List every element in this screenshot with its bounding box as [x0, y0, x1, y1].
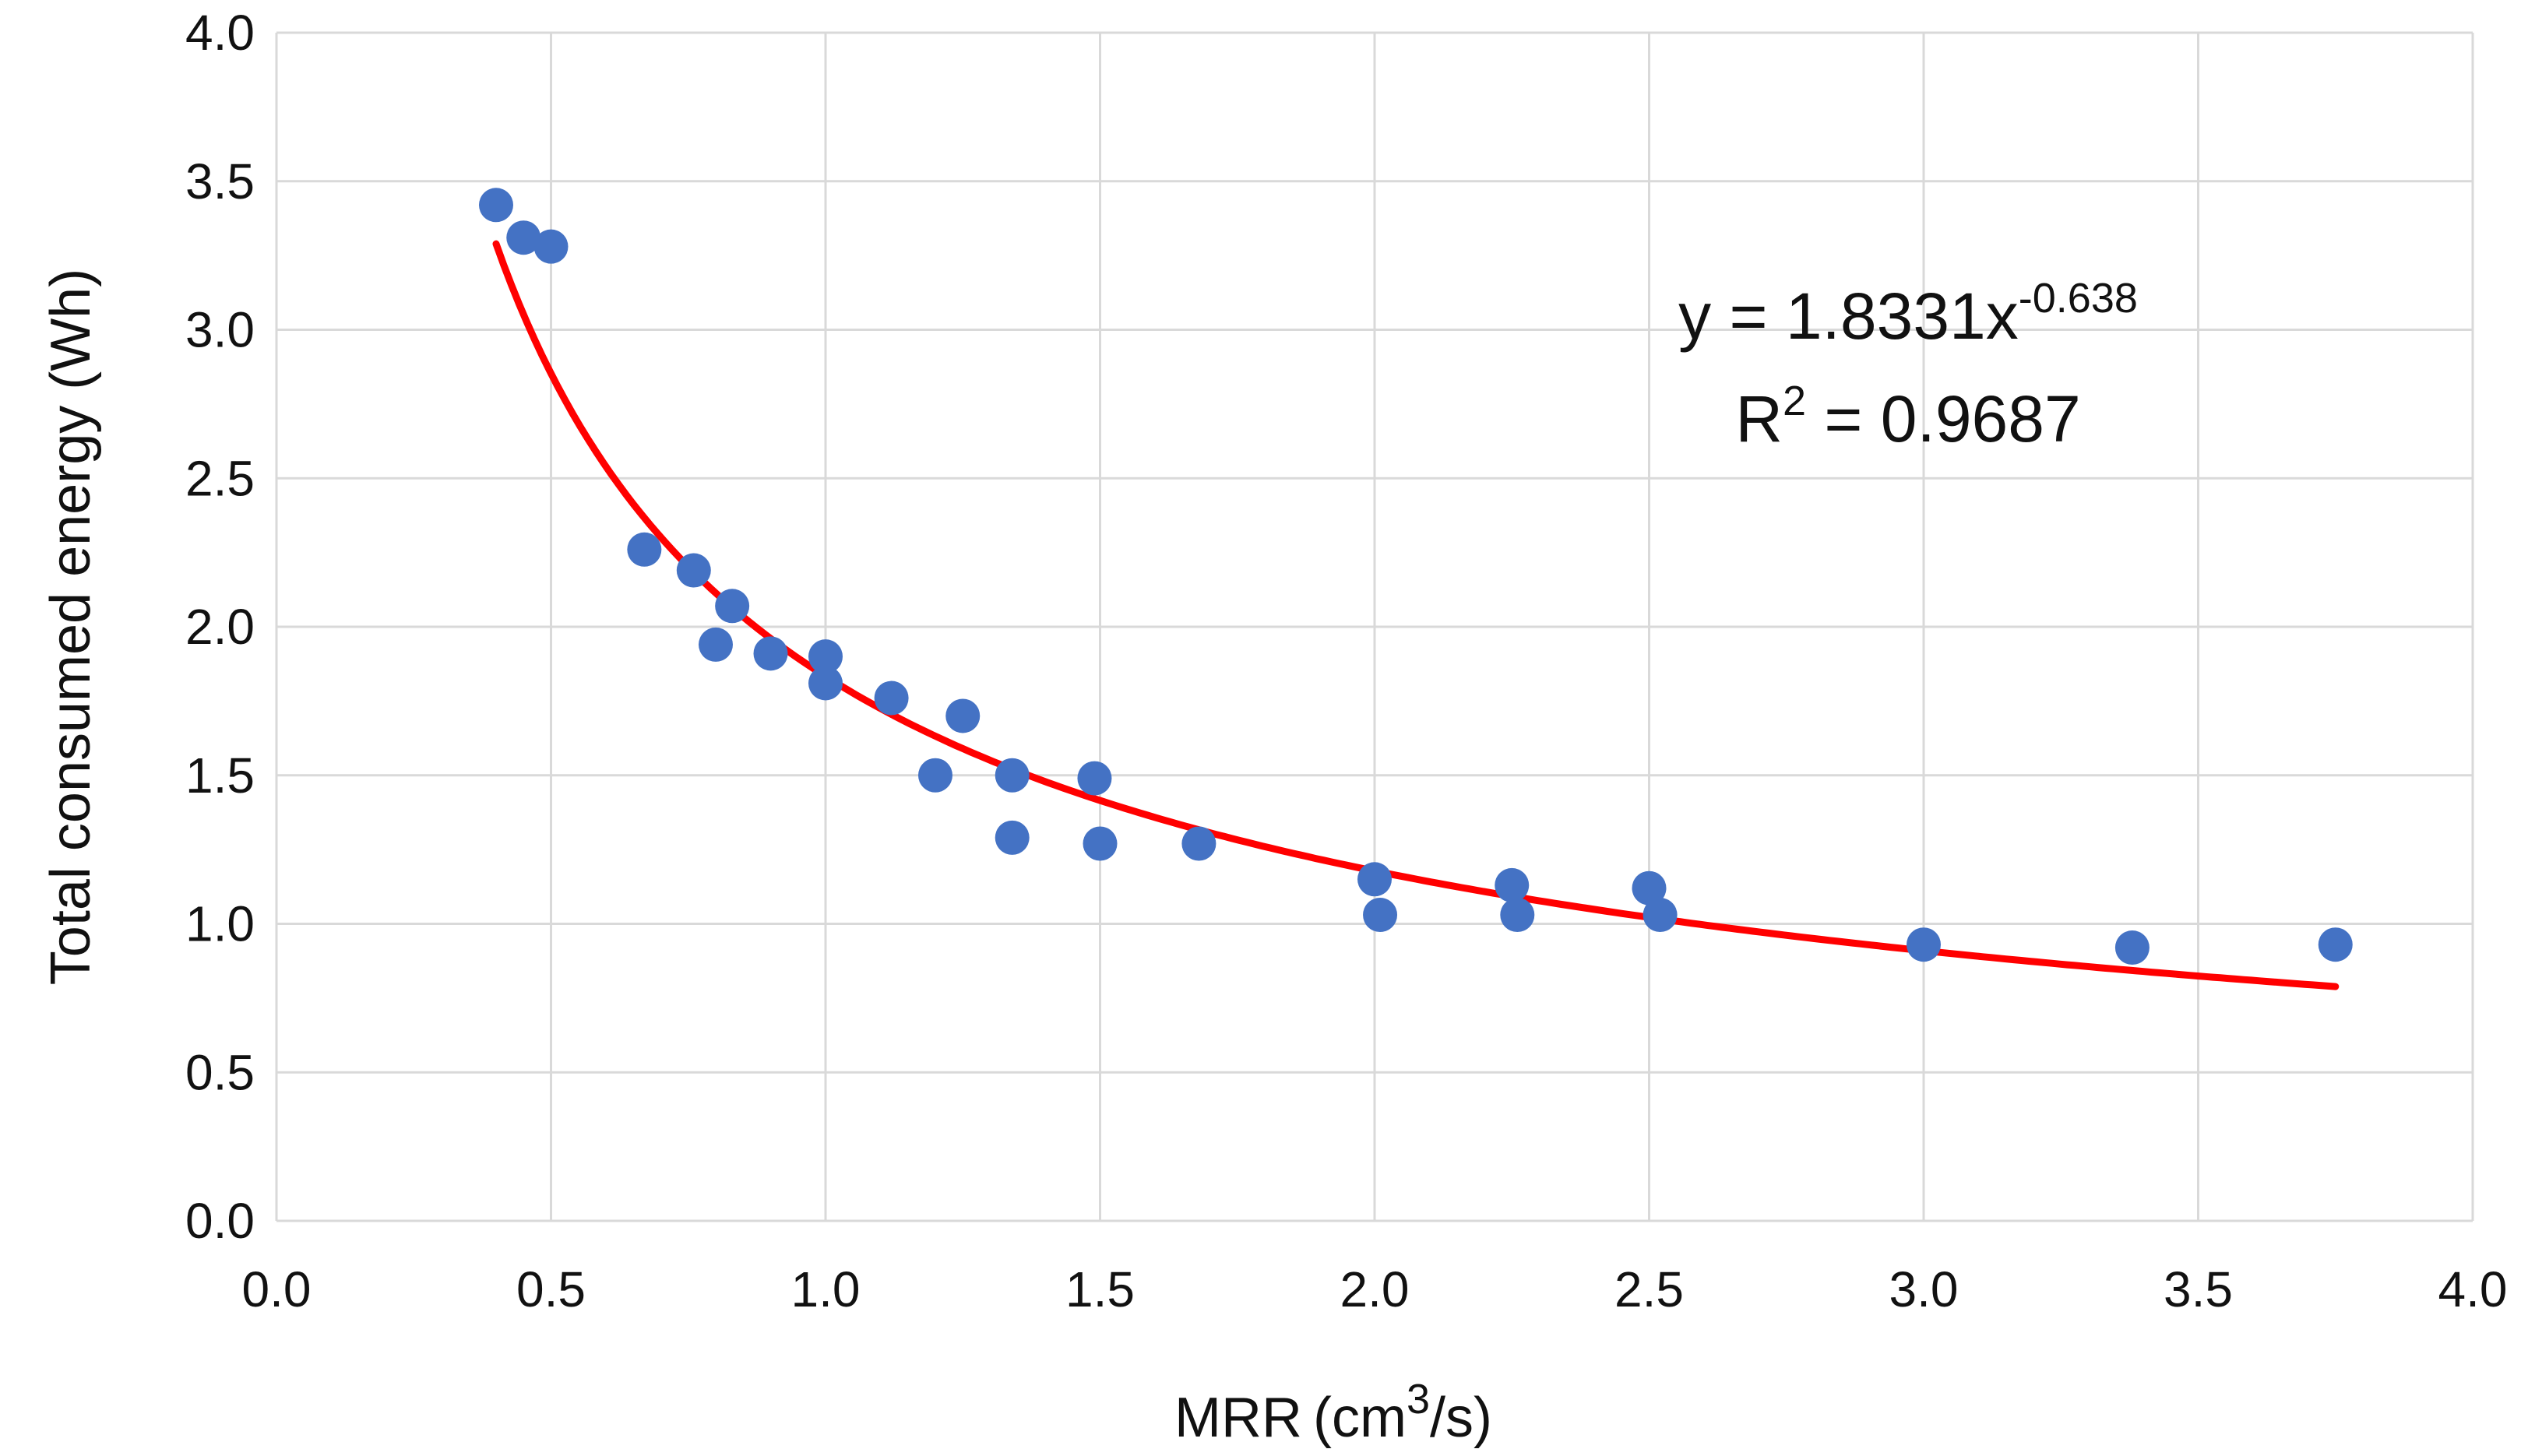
- x-axis-unit-suffix: /s): [1430, 1387, 1492, 1449]
- data-point: [995, 820, 1030, 855]
- x-tick-label: 3.0: [1889, 1261, 1959, 1317]
- trendline-r-squared: R2 = 0.9687: [1735, 378, 2080, 455]
- r-squared-value: = 0.9687: [1806, 382, 2081, 455]
- y-tick-label: 2.5: [185, 450, 255, 506]
- data-point: [1500, 898, 1535, 933]
- data-point: [945, 698, 981, 733]
- data-point: [918, 758, 952, 793]
- y-tick-label: 1.5: [185, 747, 255, 804]
- data-point: [533, 229, 569, 264]
- y-tick-label: 3.0: [185, 302, 255, 358]
- x-axis-unit-prefix: (cm: [1313, 1387, 1407, 1449]
- x-axis-title-name: MRR: [1174, 1387, 1302, 1449]
- x-axis-title: MRR (cm3/s): [1174, 1376, 1492, 1449]
- data-point: [874, 681, 909, 716]
- x-tick-label: 2.5: [1614, 1261, 1684, 1317]
- data-point: [715, 589, 750, 624]
- data-point: [699, 627, 733, 662]
- x-tick-label: 1.0: [791, 1261, 861, 1317]
- data-point: [1495, 867, 1530, 902]
- data-point: [479, 188, 513, 223]
- data-point: [995, 758, 1030, 793]
- data-point: [808, 639, 843, 674]
- data-point: [2318, 927, 2353, 962]
- y-tick-label: 4.0: [185, 5, 255, 61]
- data-point: [1077, 761, 1112, 796]
- y-tick-labels: 0.0 0.5 1.0 1.5 2.0 2.5 3.0 3.5 4.0: [185, 5, 255, 1249]
- data-point: [1083, 826, 1118, 861]
- data-point: [753, 636, 788, 671]
- data-point: [676, 553, 711, 588]
- data-point: [1632, 870, 1667, 906]
- x-tick-label: 2.0: [1340, 1261, 1410, 1317]
- data-point: [1907, 927, 1941, 962]
- data-point: [808, 666, 843, 701]
- y-tick-label: 0.0: [185, 1193, 255, 1249]
- y-tick-label: 3.5: [185, 153, 255, 209]
- data-point: [1363, 898, 1398, 933]
- y-tick-label: 1.0: [185, 896, 255, 952]
- trendline-equation: y = 1.8331x-0.638: [1678, 275, 2138, 353]
- data-point: [1643, 898, 1678, 933]
- x-tick-label: 4.0: [2438, 1261, 2508, 1317]
- trendline-equation-base: y = 1.8331x: [1678, 280, 2019, 353]
- r-squared-symbol: R: [1735, 382, 1783, 455]
- data-point: [1357, 862, 1392, 897]
- trendline-curve: [492, 240, 2340, 990]
- x-tick-labels: 0.0 0.5 1.0 1.5 2.0 2.5 3.0 3.5 4.0: [242, 1261, 2508, 1317]
- y-tick-label: 2.0: [185, 599, 255, 655]
- r-squared-exponent: 2: [1783, 378, 1806, 424]
- data-point: [506, 220, 541, 255]
- data-point: [627, 532, 662, 567]
- y-tick-label: 0.5: [185, 1044, 255, 1100]
- x-tick-label: 0.0: [242, 1261, 312, 1317]
- trendline-group: [492, 240, 2340, 990]
- trendline-equation-exponent: -0.638: [2019, 275, 2138, 322]
- x-tick-label: 0.5: [516, 1261, 586, 1317]
- y-axis-title: Total consumed energy (Wh): [40, 269, 102, 985]
- x-tick-label: 1.5: [1065, 1261, 1135, 1317]
- x-tick-label: 3.5: [2164, 1261, 2233, 1317]
- data-point: [2114, 930, 2150, 965]
- data-point: [1181, 826, 1216, 861]
- x-axis-unit-exponent: 3: [1407, 1376, 1430, 1423]
- data-points: [479, 188, 2353, 965]
